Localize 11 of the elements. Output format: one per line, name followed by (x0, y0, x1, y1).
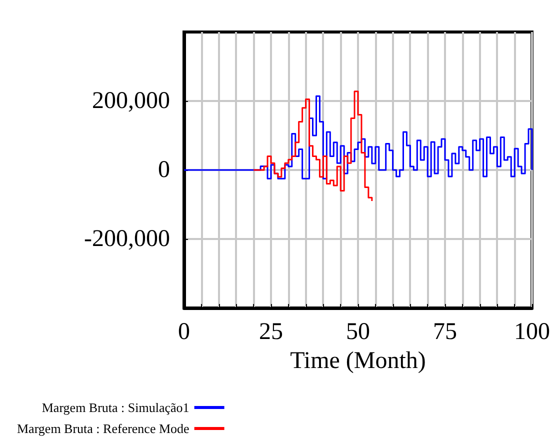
x-tick-label: 75 (433, 319, 457, 345)
x-tick-label: 25 (259, 319, 283, 345)
y-tick-label: 200,000 (92, 88, 170, 114)
x-tick-label: 50 (346, 319, 370, 345)
x-tick-label: 0 (178, 319, 190, 345)
y-tick-label: 0 (158, 157, 170, 183)
y-tick-label: -200,000 (84, 226, 170, 252)
legend-label: Margem Bruta : Reference Mode (16, 421, 190, 436)
x-tick-label: 100 (514, 319, 550, 345)
x-axis-title: Time (Month) (290, 348, 426, 374)
legend-label: Margem Bruta : Simulação1 (42, 400, 190, 415)
